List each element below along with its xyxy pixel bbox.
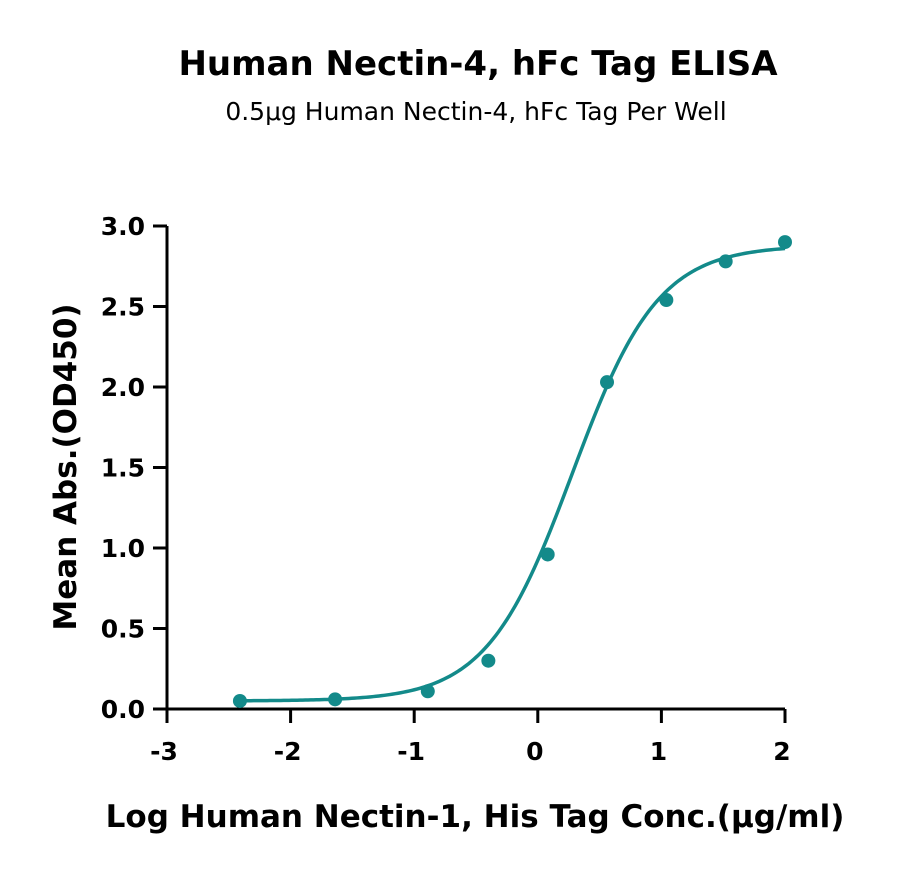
data-point — [718, 254, 733, 269]
y-tick-label: 1.5 — [101, 454, 145, 483]
x-axis-title: Log Human Nectin-1, His Tag Conc.(μg/ml) — [106, 799, 845, 835]
y-axis-title: Mean Abs.(OD450) — [48, 303, 84, 630]
data-point — [659, 293, 674, 308]
data-point — [778, 235, 792, 250]
y-tick-label: 0.5 — [101, 615, 145, 644]
x-tick-label: -2 — [274, 737, 302, 766]
x-tick-label: 0 — [526, 737, 543, 766]
y-tick-label: 2.5 — [101, 293, 145, 322]
y-tick-label: 1.0 — [101, 534, 145, 563]
data-points — [232, 235, 792, 708]
y-tick-label: 2.0 — [101, 373, 145, 402]
data-point — [420, 684, 435, 699]
y-tick-label: 3.0 — [101, 212, 145, 241]
data-point — [600, 375, 615, 390]
data-point — [481, 653, 496, 668]
data-point — [540, 547, 555, 562]
x-tick-label: -1 — [397, 737, 425, 766]
data-point — [232, 693, 247, 708]
y-tick-label: 0.0 — [101, 695, 145, 724]
fit-curve — [239, 246, 786, 703]
x-axis-ticks: -3 -2 -1 0 1 2 — [150, 709, 791, 766]
plot-area: 0.0 0.5 1.0 1.5 2.0 2.5 3.0 -3 -2 -1 0 1 2 — [101, 212, 792, 766]
chart-subtitle: 0.5μg Human Nectin-4, hFc Tag Per Well — [225, 97, 726, 126]
y-axis-ticks: 0.0 0.5 1.0 1.5 2.0 2.5 3.0 — [101, 212, 167, 724]
x-tick-label: -3 — [150, 737, 178, 766]
x-tick-label: 1 — [650, 737, 667, 766]
data-point — [328, 692, 343, 707]
x-tick-label: 2 — [773, 737, 790, 766]
chart-title: Human Nectin-4, hFc Tag ELISA — [178, 44, 778, 84]
